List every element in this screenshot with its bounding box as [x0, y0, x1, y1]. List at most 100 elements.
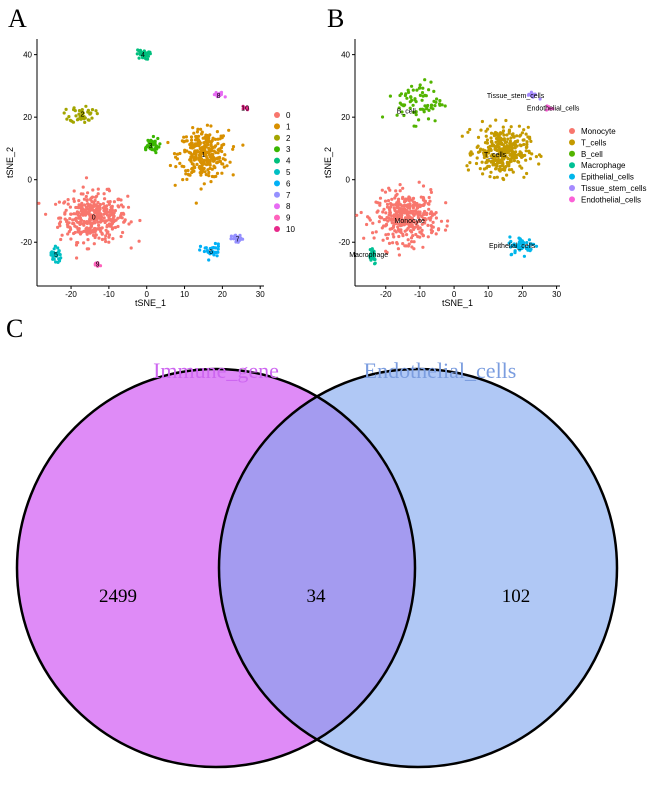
point-0 [129, 220, 133, 224]
point-0 [96, 187, 100, 191]
x-tick-label: 30 [256, 290, 265, 299]
point-Macrophage [372, 251, 376, 255]
point-T_cells [508, 157, 512, 161]
point-1 [198, 164, 202, 169]
point-Monocyte [412, 200, 417, 204]
point-1 [220, 143, 224, 147]
point-Monocyte [385, 236, 389, 240]
legend-key-4 [274, 157, 280, 164]
point-1 [194, 201, 198, 205]
point-Epithelial_cells [518, 248, 522, 252]
point-Monocyte [381, 210, 385, 214]
legend-label-Macrophage: Macrophage [581, 161, 626, 170]
cluster-label-Epithelial_cells: Epithelial_cells [489, 243, 536, 250]
point-Monocyte [403, 219, 407, 223]
point-Monocyte [408, 196, 412, 200]
point-Monocyte [397, 200, 401, 205]
point-1 [180, 164, 184, 168]
point-T_cells [482, 167, 486, 171]
point-Monocyte [429, 210, 433, 214]
point-1 [178, 161, 182, 165]
point-0 [67, 230, 71, 234]
point-B_cell [420, 91, 425, 95]
point-0 [75, 210, 79, 214]
point-T_cells [528, 157, 533, 161]
point-1 [215, 171, 220, 175]
point-B_cell [408, 106, 412, 110]
point-Monocyte [383, 190, 388, 194]
point-B_cell [412, 124, 416, 128]
point-T_cells [537, 162, 541, 166]
point-6 [203, 246, 207, 250]
point-0 [87, 209, 91, 214]
point-B_cell [420, 98, 424, 102]
point-1 [181, 178, 185, 182]
point-1 [182, 140, 186, 144]
x-tick-label: 20 [218, 290, 227, 299]
point-0 [98, 202, 102, 207]
cluster-label-9: 9 [96, 262, 100, 269]
point-Monocyte [384, 211, 388, 215]
x-tick-label: -20 [380, 290, 392, 299]
cluster-label-4: 4 [141, 52, 145, 59]
point-1 [218, 137, 222, 141]
point-T_cells [505, 133, 509, 137]
point-Monocyte [390, 217, 394, 221]
point-Monocyte [434, 211, 438, 215]
x-tick-label: -20 [65, 290, 77, 299]
point-T_cells [520, 166, 524, 170]
point-Epithelial_cells [527, 238, 532, 242]
point-T_cells [494, 118, 498, 122]
point-Monocyte [384, 223, 389, 227]
point-0 [65, 222, 69, 227]
point-1 [213, 166, 217, 170]
point-2 [83, 120, 87, 124]
point-7 [229, 237, 233, 241]
cluster-label-5: 5 [54, 252, 58, 259]
point-Monocyte [387, 186, 391, 190]
panel-a-letter: A [8, 4, 27, 33]
point-B_cell [426, 117, 431, 121]
point-B_cell [443, 104, 447, 108]
y-axis-title: tSNE_2 [5, 147, 15, 178]
point-T_cells [519, 144, 523, 148]
point-Epithelial_cells [513, 249, 517, 253]
point-T_cells [509, 148, 513, 152]
point-1 [196, 127, 200, 131]
point-6 [216, 247, 220, 251]
point-1 [213, 157, 217, 161]
point-T_cells [522, 175, 526, 179]
point-2 [80, 110, 84, 114]
point-Monocyte [403, 204, 407, 208]
point-Monocyte [374, 230, 378, 234]
point-Monocyte [429, 228, 433, 232]
point-0 [110, 221, 115, 225]
point-0 [126, 205, 131, 209]
point-4 [145, 51, 149, 55]
point-1 [231, 173, 235, 177]
point-Epithelial_cells [507, 241, 511, 245]
point-0 [92, 200, 96, 205]
point-2 [71, 120, 75, 124]
point-3 [153, 139, 157, 143]
point-0 [103, 237, 107, 241]
legend-key-1 [274, 123, 280, 130]
point-T_cells [529, 139, 533, 143]
point-0 [102, 192, 106, 196]
point-Monocyte [398, 183, 402, 187]
point-1 [202, 182, 206, 186]
point-0 [116, 204, 120, 208]
point-T_cells [509, 142, 513, 146]
point-0 [92, 242, 96, 246]
point-Monocyte [415, 203, 419, 208]
point-0 [72, 189, 76, 193]
legend-label-10: 10 [286, 225, 295, 234]
point-B_cell [405, 96, 409, 100]
point-1 [195, 149, 199, 153]
point-0 [110, 213, 115, 217]
point-5 [50, 250, 54, 254]
point-T_cells [493, 130, 498, 135]
legend-key-Tissue_stem_cells [569, 185, 575, 191]
cluster-label-3: 3 [149, 143, 153, 150]
